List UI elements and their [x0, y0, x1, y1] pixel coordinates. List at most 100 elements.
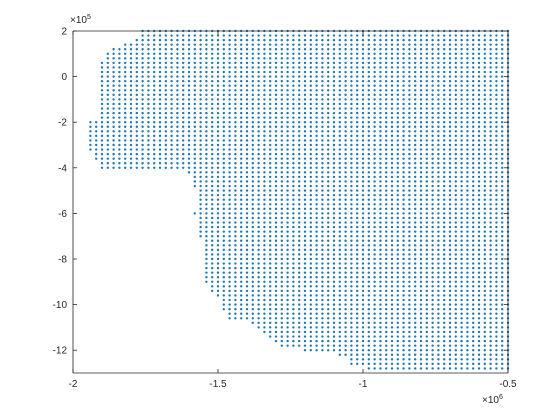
scatter-point	[483, 248, 486, 252]
scatter-point	[216, 266, 220, 270]
scatter-point	[338, 262, 341, 265]
scatter-point	[466, 280, 469, 283]
scatter-point	[240, 248, 243, 252]
scatter-point	[385, 75, 388, 78]
scatter-point	[414, 57, 417, 60]
scatter-point	[222, 216, 225, 220]
scatter-point	[495, 111, 498, 115]
scatter-point	[292, 289, 295, 293]
scatter-point	[234, 294, 237, 297]
scatter-point	[443, 203, 446, 206]
scatter-point	[263, 330, 266, 334]
scatter-point	[298, 175, 301, 179]
scatter-point	[182, 111, 185, 115]
scatter-point	[153, 148, 156, 151]
scatter-point	[472, 312, 475, 315]
scatter-point	[147, 84, 150, 87]
scatter-point	[118, 143, 121, 147]
scatter-point	[385, 294, 388, 297]
scatter-point	[338, 235, 341, 238]
scatter-point	[425, 330, 428, 334]
scatter-point	[234, 298, 237, 302]
scatter-point	[477, 79, 481, 83]
scatter-point	[344, 262, 347, 265]
scatter-point	[472, 180, 475, 183]
scatter-point	[176, 34, 179, 37]
scatter-point	[182, 57, 185, 60]
scatter-point	[315, 298, 318, 302]
scatter-point	[315, 38, 318, 42]
scatter-point	[234, 143, 237, 147]
scatter-point	[205, 75, 208, 78]
scatter-point	[472, 93, 475, 97]
scatter-point	[361, 276, 365, 279]
scatter-point	[437, 198, 440, 201]
scatter-point	[437, 339, 440, 343]
scatter-point	[124, 116, 127, 119]
scatter-point	[448, 276, 452, 279]
scatter-point	[332, 212, 336, 215]
scatter-point	[176, 93, 179, 97]
scatter-point	[309, 180, 312, 183]
scatter-point	[321, 184, 324, 188]
scatter-point	[495, 362, 498, 366]
scatter-point	[147, 43, 150, 46]
scatter-point	[356, 175, 359, 179]
scatter-point	[141, 70, 144, 74]
scatter-point	[245, 271, 249, 274]
scatter-point	[495, 307, 498, 311]
scatter-point	[489, 358, 492, 361]
scatter-point	[356, 285, 359, 288]
scatter-point	[385, 339, 388, 343]
scatter-point	[338, 339, 341, 343]
scatter-point	[100, 139, 104, 142]
scatter-point	[477, 66, 481, 69]
scatter-point	[153, 43, 156, 46]
scatter-point	[385, 262, 388, 265]
scatter-point	[327, 230, 330, 233]
scatter-point	[193, 93, 196, 97]
scatter-point	[182, 134, 185, 138]
scatter-point	[390, 271, 394, 274]
scatter-point	[257, 70, 260, 74]
scatter-point	[298, 166, 301, 169]
scatter-point	[327, 289, 330, 293]
scatter-point	[245, 312, 249, 315]
scatter-point	[106, 157, 110, 160]
scatter-point	[274, 280, 278, 283]
scatter-point	[245, 34, 249, 37]
scatter-point	[182, 52, 185, 55]
scatter-point	[338, 344, 341, 347]
scatter-point	[309, 230, 312, 233]
scatter-point	[379, 189, 382, 192]
scatter-point	[495, 312, 498, 315]
scatter-point	[396, 184, 399, 188]
scatter-point	[390, 321, 394, 325]
scatter-point	[396, 61, 399, 65]
scatter-point	[431, 121, 434, 124]
scatter-point	[466, 111, 469, 115]
scatter-point	[460, 162, 463, 165]
scatter-point	[356, 235, 359, 238]
scatter-point	[211, 207, 214, 211]
scatter-point	[414, 344, 417, 347]
scatter-point	[274, 107, 278, 110]
scatter-point	[466, 125, 469, 128]
scatter-point	[327, 171, 330, 174]
scatter-point	[448, 330, 452, 334]
scatter-point	[477, 52, 481, 55]
scatter-point	[216, 171, 220, 174]
scatter-point	[205, 57, 208, 60]
scatter-point	[327, 84, 330, 87]
scatter-point	[501, 43, 504, 46]
scatter-point	[315, 93, 318, 97]
scatter-point	[303, 162, 307, 165]
scatter-point	[280, 289, 283, 293]
scatter-point	[338, 84, 341, 87]
scatter-point	[350, 235, 353, 238]
scatter-point	[414, 107, 417, 110]
scatter-point	[292, 111, 295, 115]
scatter-point	[315, 326, 318, 329]
scatter-point	[454, 335, 457, 338]
scatter-point	[431, 61, 434, 65]
